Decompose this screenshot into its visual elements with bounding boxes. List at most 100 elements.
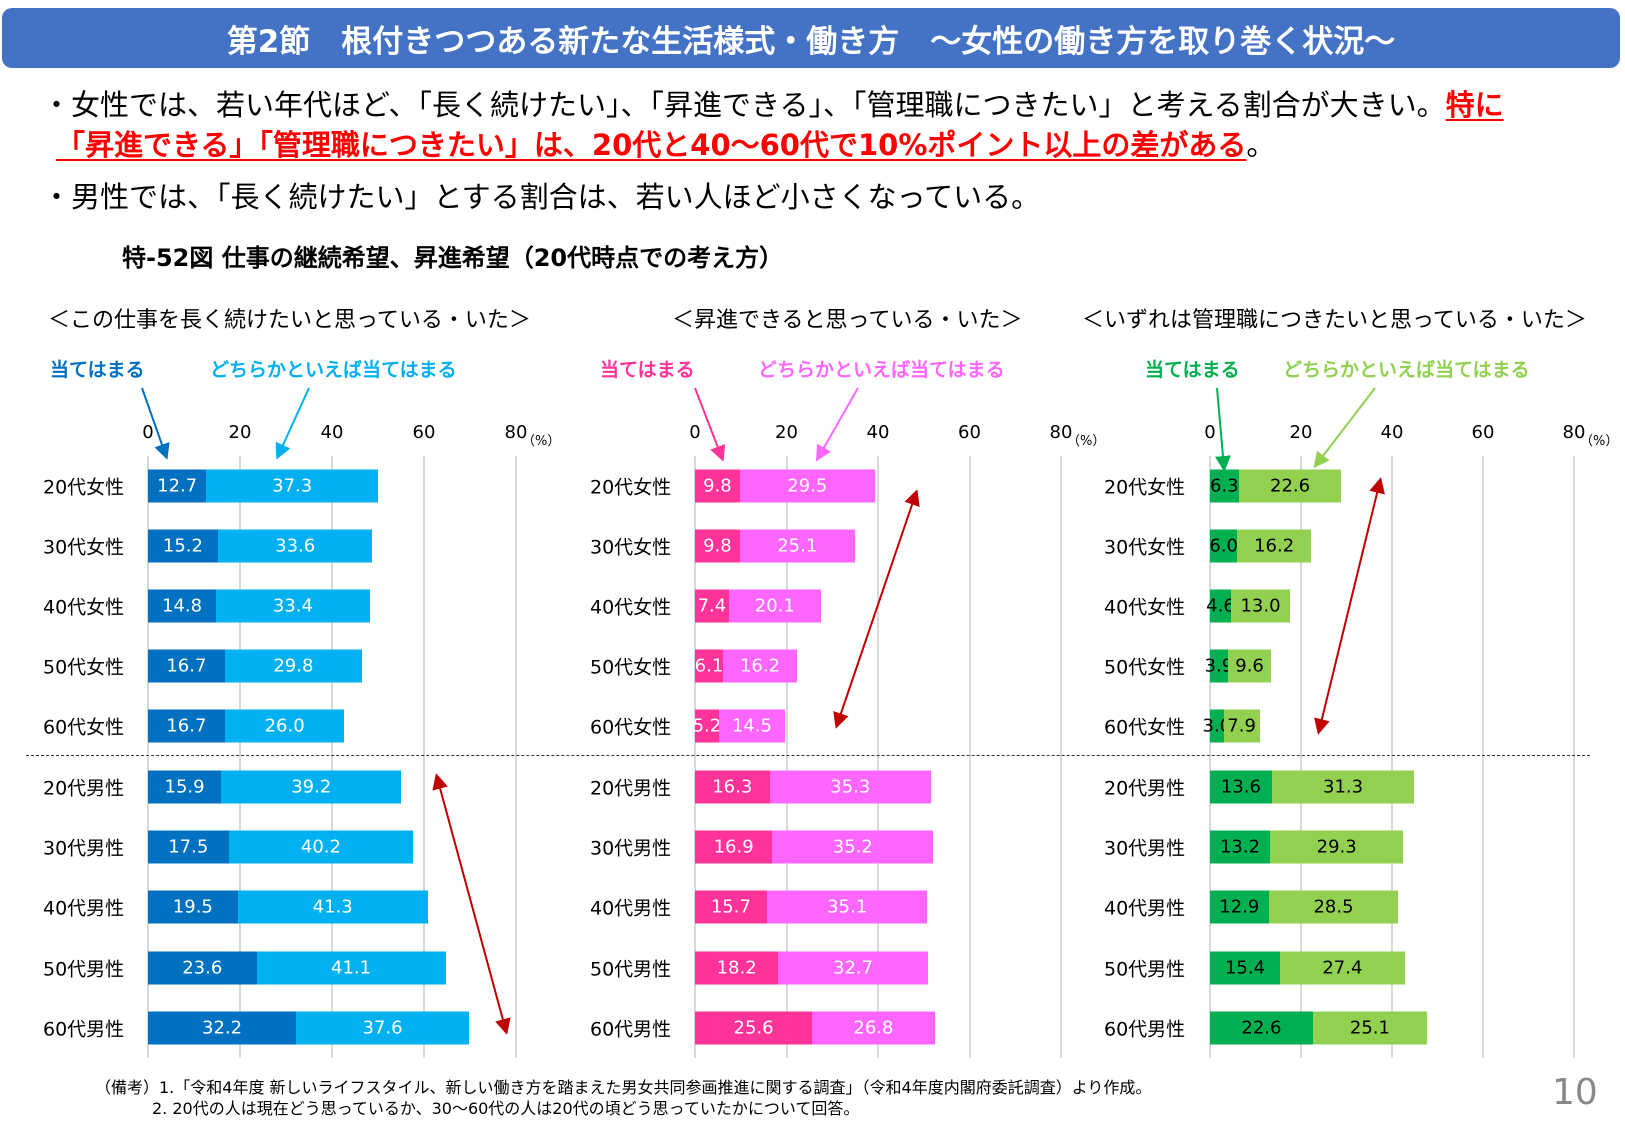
section-title: 第2節 根付きつつある新たな生活様式・働き方 ～女性の働き方を取り巻く状況～ — [226, 23, 1396, 60]
category-label: 50代女性 — [43, 656, 125, 679]
legend-entry: どちらかといえば当てはまる — [758, 359, 1005, 381]
bar-segment: 20.1 — [728, 589, 821, 623]
bar-segment: 23.6 — [148, 951, 257, 985]
data-label: 4.6 — [1206, 595, 1235, 617]
legend-entry: 当てはまる — [1145, 359, 1240, 381]
data-label: 29.3 — [1316, 836, 1357, 858]
data-label: 41.3 — [312, 896, 353, 918]
bullet-women: ・女性では、若い年代ほど、「長く続けたい」、「昇進できる」、「管理職につきたい」… — [42, 82, 1504, 124]
bar-segment: 4.6 — [1206, 589, 1235, 623]
bar-segment: 3.9 — [1205, 649, 1233, 683]
gridline — [1209, 456, 1211, 1058]
gridline — [785, 456, 788, 1058]
data-label: 6.1 — [694, 655, 724, 677]
data-label: 16.2 — [739, 655, 780, 677]
legend-pointer-arrow — [816, 387, 859, 462]
bar-segment: 32.2 — [148, 1011, 297, 1045]
data-label: 15.4 — [1224, 957, 1266, 979]
x-tick-label: 80 — [1562, 422, 1586, 443]
difference-arrow — [1314, 477, 1385, 735]
category-label: 40代女性 — [590, 596, 672, 619]
bar-segment: 35.2 — [772, 830, 934, 864]
figure-title: 特-52図 仕事の継続希望、昇進希望（20代時点での考え方） — [122, 244, 784, 272]
data-label: 35.2 — [832, 836, 873, 858]
gridline — [877, 456, 879, 1058]
data-label: 6.3 — [1210, 475, 1239, 497]
data-label: 7.4 — [697, 595, 727, 617]
bullet-men: ・男性では、「長く続けたい」とする割合は、若い人ほど小さくなっている。 — [42, 180, 1041, 214]
data-label: 26.0 — [264, 715, 305, 737]
bar-segment: 37.3 — [206, 469, 378, 503]
bar-segment: 35.1 — [766, 890, 928, 924]
women-men-divider — [26, 755, 1590, 756]
x-tick-label: 20 — [228, 422, 252, 443]
bar-segment: 19.5 — [148, 890, 238, 924]
unit-label: （%） — [1580, 434, 1619, 449]
data-label: 33.6 — [275, 535, 316, 557]
category-label: 30代女性 — [43, 536, 125, 559]
category-label: 60代男性 — [1104, 1018, 1186, 1041]
category-label: 30代男性 — [43, 837, 125, 860]
bar-segment: 26.0 — [224, 709, 345, 743]
bar-segment: 7.9 — [1223, 709, 1260, 743]
data-label: 28.5 — [1313, 896, 1354, 918]
difference-arrow — [432, 773, 511, 1035]
data-label: 16.2 — [1254, 535, 1295, 557]
data-label: 3.9 — [1204, 655, 1234, 677]
bar-segment: 31.3 — [1271, 770, 1415, 804]
data-label: 16.3 — [712, 776, 753, 798]
data-label: 29.5 — [787, 475, 828, 497]
bar-segment: 29.8 — [224, 649, 362, 683]
bar-segment: 25.6 — [695, 1011, 813, 1045]
gridline — [1391, 456, 1393, 1058]
bar-segment: 13.0 — [1230, 589, 1291, 623]
data-label: 6.0 — [1209, 535, 1238, 557]
gridline — [968, 456, 971, 1058]
bar-segment: 35.3 — [769, 770, 932, 804]
category-label: 50代女性 — [590, 656, 672, 679]
data-label: 32.2 — [202, 1017, 243, 1039]
gridline — [331, 456, 333, 1058]
bar-segment: 18.2 — [695, 951, 779, 985]
footnote-1: （備考）1.「令和4年度 新しいライフスタイル、新しい働き方を踏まえた男女共同参… — [95, 1078, 1152, 1097]
section-title-bar: 第2節 根付きつつある新たな生活様式・働き方 ～女性の働き方を取り巻く状況～ — [2, 8, 1620, 68]
bar-segment: 28.5 — [1268, 890, 1399, 924]
bar-segment: 32.7 — [778, 951, 928, 985]
data-label: 25.6 — [733, 1017, 774, 1039]
bullet-text: 。 — [1246, 128, 1276, 162]
category-label: 50代男性 — [590, 958, 672, 981]
data-label: 39.2 — [291, 776, 332, 798]
data-label: 37.3 — [272, 475, 313, 497]
data-label: 19.5 — [172, 896, 213, 918]
bar-segment: 6.1 — [694, 649, 724, 683]
gridline — [147, 456, 149, 1058]
category-label: 20代男性 — [43, 777, 125, 800]
bar-segment: 12.7 — [148, 469, 207, 503]
data-label: 25.1 — [1349, 1017, 1390, 1039]
unit-label: （%） — [1067, 434, 1106, 449]
category-label: 20代男性 — [590, 777, 672, 800]
bar-segment: 6.3 — [1210, 469, 1239, 503]
bar-segment: 9.6 — [1227, 649, 1272, 683]
unit-label: （%） — [522, 434, 561, 449]
data-label: 5.2 — [692, 715, 722, 737]
data-label: 40.2 — [300, 836, 341, 858]
legend-entry: どちらかといえば当てはまる — [210, 359, 457, 381]
x-tick-label: 60 — [958, 422, 981, 443]
x-tick-label: 80 — [1049, 422, 1073, 443]
gridline — [1573, 456, 1575, 1058]
category-label: 60代男性 — [590, 1018, 672, 1041]
data-label: 25.1 — [777, 535, 818, 557]
gridline — [1060, 456, 1062, 1058]
bar-segment: 12.9 — [1210, 890, 1269, 924]
data-label: 15.9 — [164, 776, 205, 798]
data-label: 13.2 — [1219, 836, 1261, 858]
difference-arrow — [833, 489, 920, 729]
x-tick-label: 60 — [1471, 422, 1495, 443]
legend-pointer-arrow — [694, 387, 726, 462]
x-tick-label: 0 — [142, 422, 154, 443]
bar-segment: 33.4 — [216, 589, 370, 623]
category-label: 50代女性 — [1104, 656, 1186, 679]
data-label: 9.6 — [1235, 655, 1264, 677]
data-label: 35.1 — [827, 896, 868, 918]
